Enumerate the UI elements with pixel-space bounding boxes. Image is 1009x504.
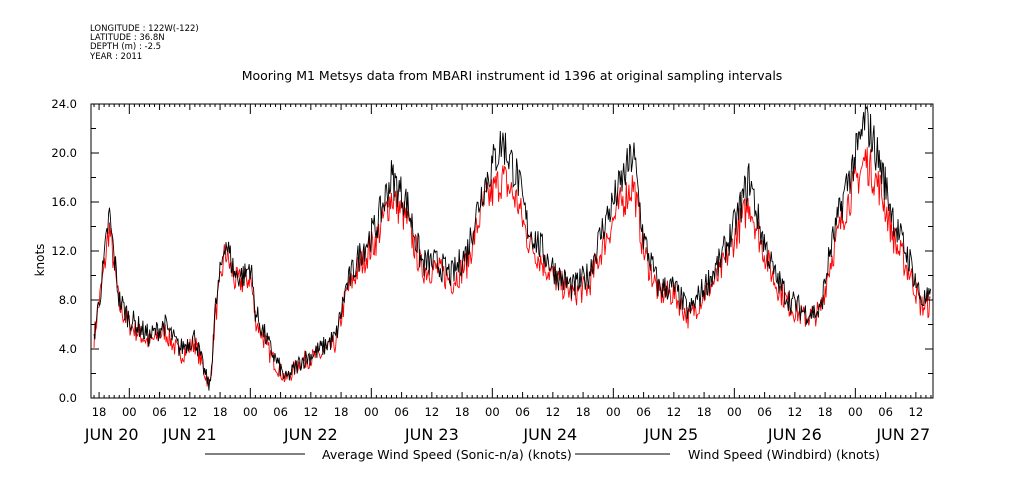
legend: Average Wind Speed (Sonic-n/a) (knots) W… [205, 447, 880, 462]
x-hour-label: 00 [243, 405, 258, 419]
year-label: YEAR : 2011 [89, 52, 142, 62]
y-tick-label: 24.0 [51, 97, 77, 111]
x-day-label: JUN 24 [522, 425, 577, 444]
plot-frame [90, 103, 934, 399]
series-group [93, 104, 932, 391]
y-tick-label: 20.0 [51, 146, 77, 160]
y-tick-label: 8.0 [59, 293, 77, 307]
legend-label-windbird: Wind Speed (Windbird) (knots) [688, 447, 880, 462]
x-hour-label: 06 [636, 405, 651, 419]
x-hour-label: 06 [273, 405, 288, 419]
depth-label: DEPTH (m) : -2.5 [90, 42, 161, 52]
x-hour-label: 00 [364, 405, 379, 419]
x-hour-label: 18 [697, 405, 712, 419]
x-day-label: JUN 22 [283, 425, 338, 444]
x-day-label: JUN 25 [643, 425, 698, 444]
axes-group: 0.0 4.0 8.0 12.0 16.0 20.0 24.0 18 00 06 12 18 00 06 1… [51, 97, 933, 444]
x-hour-label: 06 [152, 405, 167, 419]
legend-label-sonic: Average Wind Speed (Sonic-n/a) (knots) [322, 447, 572, 462]
x-day-label: JUN 27 [875, 425, 930, 444]
x-day-label: JUN 20 [84, 425, 139, 444]
y-axis-label: knots [33, 244, 47, 277]
x-hour-label: 00 [606, 405, 621, 419]
x-hour-label: 00 [727, 405, 742, 419]
x-hour-label: 00 [122, 405, 137, 419]
x-hour-label: 18 [334, 405, 349, 419]
x-hour-label: 12 [909, 405, 924, 419]
x-hour-label: 12 [304, 405, 319, 419]
x-hour-label: 18 [818, 405, 833, 419]
x-hour-label: 06 [515, 405, 530, 419]
chart-title: Mooring M1 Metsys data from MBARI instru… [242, 68, 783, 83]
x-hour-label: 18 [213, 405, 228, 419]
latitude-label: LATITUDE : 36.8N [90, 33, 165, 43]
x-hour-label: 12 [788, 405, 803, 419]
x-day-label: JUN 23 [404, 425, 459, 444]
x-hour-label: 12 [425, 405, 440, 419]
x-hour-label: 06 [394, 405, 409, 419]
x-day-label: JUN 26 [767, 425, 822, 444]
y-tick-label: 4.0 [59, 342, 77, 356]
x-hour-label: 12 [183, 405, 198, 419]
series-line-sonic [93, 104, 932, 391]
metadata-block: LONGITUDE : 122W(-122) LATITUDE : 36.8N … [89, 24, 199, 62]
x-hour-label: 12 [546, 405, 561, 419]
x-hour-label: 12 [667, 405, 682, 419]
x-day-label: JUN 21 [162, 425, 217, 444]
y-tick-label: 16.0 [51, 195, 77, 209]
longitude-label: LONGITUDE : 122W(-122) [90, 24, 199, 34]
x-hour-label: 00 [848, 405, 863, 419]
x-hour-label: 06 [878, 405, 893, 419]
y-tick-label: 0.0 [59, 391, 77, 405]
x-hour-label: 06 [757, 405, 772, 419]
x-hour-label: 00 [485, 405, 500, 419]
x-hour-label: 18 [455, 405, 470, 419]
x-hour-label: 18 [92, 405, 107, 419]
x-hour-label: 18 [576, 405, 591, 419]
y-tick-label: 12.0 [51, 244, 77, 258]
